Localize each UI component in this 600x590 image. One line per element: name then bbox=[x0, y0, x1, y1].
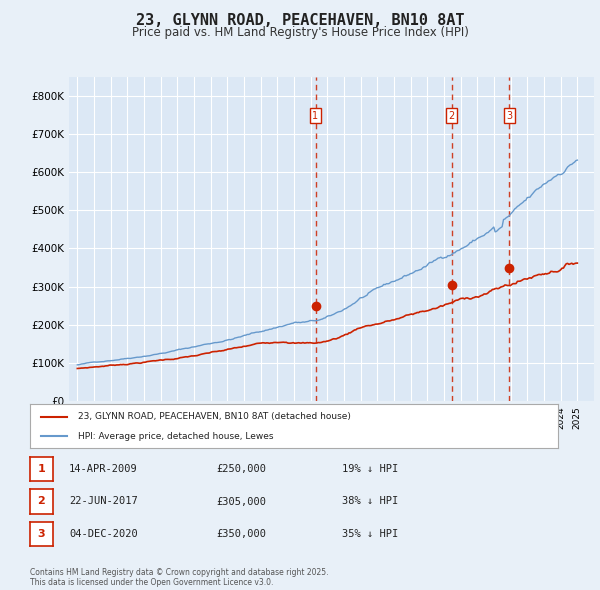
Text: £305,000: £305,000 bbox=[216, 497, 266, 506]
Text: 19% ↓ HPI: 19% ↓ HPI bbox=[342, 464, 398, 474]
Text: 23, GLYNN ROAD, PEACEHAVEN, BN10 8AT: 23, GLYNN ROAD, PEACEHAVEN, BN10 8AT bbox=[136, 13, 464, 28]
Text: 1: 1 bbox=[38, 464, 45, 474]
Text: 3: 3 bbox=[38, 529, 45, 539]
Text: 23, GLYNN ROAD, PEACEHAVEN, BN10 8AT (detached house): 23, GLYNN ROAD, PEACEHAVEN, BN10 8AT (de… bbox=[77, 412, 350, 421]
Text: £350,000: £350,000 bbox=[216, 529, 266, 539]
Text: 2: 2 bbox=[449, 111, 455, 120]
Text: Contains HM Land Registry data © Crown copyright and database right 2025.
This d: Contains HM Land Registry data © Crown c… bbox=[30, 568, 329, 587]
Text: 3: 3 bbox=[506, 111, 512, 120]
Text: 04-DEC-2020: 04-DEC-2020 bbox=[69, 529, 138, 539]
Text: 1: 1 bbox=[313, 111, 319, 120]
Text: £250,000: £250,000 bbox=[216, 464, 266, 474]
Text: 38% ↓ HPI: 38% ↓ HPI bbox=[342, 497, 398, 506]
Text: 14-APR-2009: 14-APR-2009 bbox=[69, 464, 138, 474]
Text: 35% ↓ HPI: 35% ↓ HPI bbox=[342, 529, 398, 539]
Text: 2: 2 bbox=[38, 497, 45, 506]
Text: Price paid vs. HM Land Registry's House Price Index (HPI): Price paid vs. HM Land Registry's House … bbox=[131, 26, 469, 39]
Text: 22-JUN-2017: 22-JUN-2017 bbox=[69, 497, 138, 506]
Text: HPI: Average price, detached house, Lewes: HPI: Average price, detached house, Lewe… bbox=[77, 431, 273, 441]
